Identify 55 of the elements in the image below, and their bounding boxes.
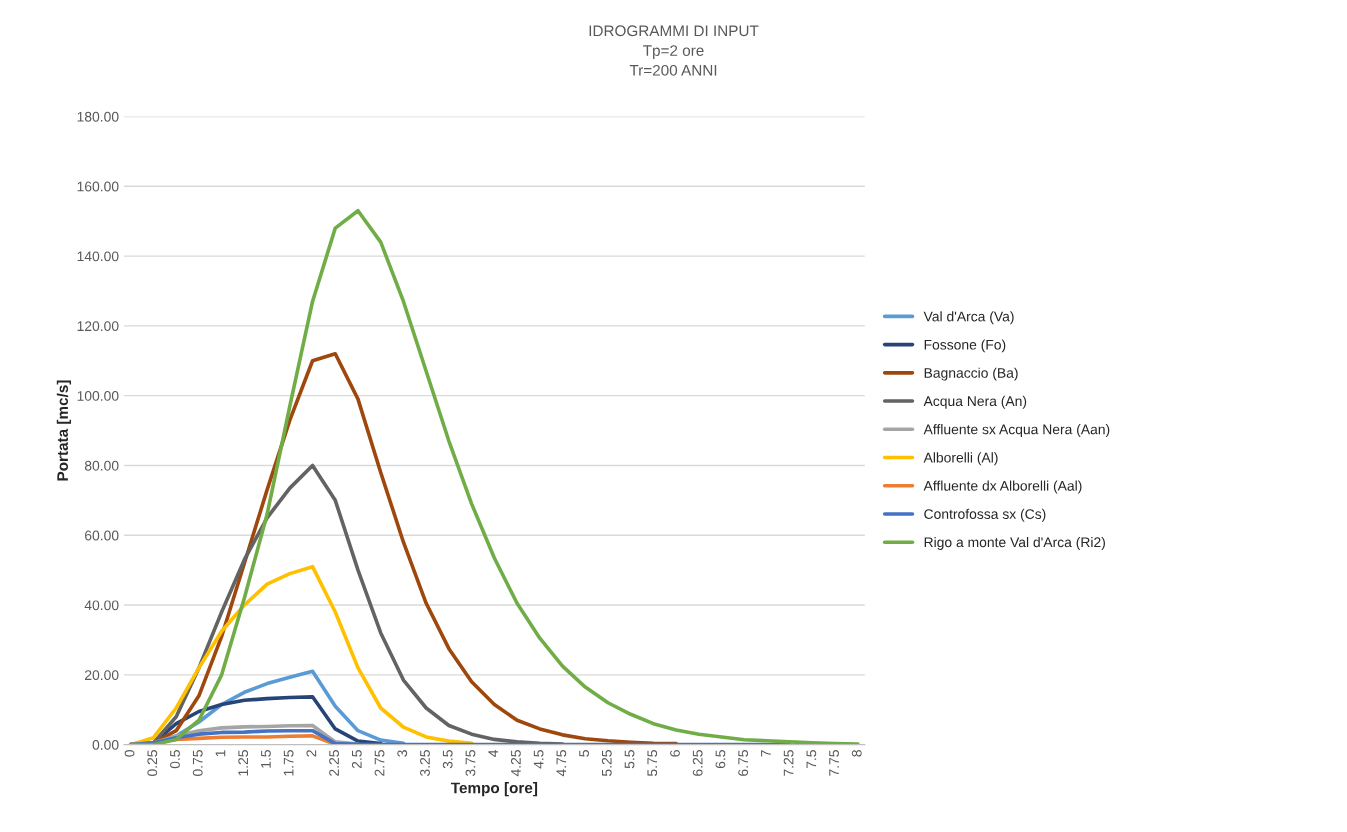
legend-label: Acqua Nera (An) [923, 395, 1027, 409]
x-tick-label: 2.5 [351, 750, 362, 769]
y-tick-label: 140.00 [77, 251, 119, 262]
x-tick-label: 6.75 [738, 750, 749, 776]
x-tick-label: 5.25 [601, 750, 612, 776]
x-tick-label: 7.25 [783, 750, 794, 776]
y-tick-label: 80.00 [84, 460, 119, 471]
x-tick-label: 0 [124, 750, 135, 757]
x-tick-label: 3.5 [442, 750, 453, 769]
y-tick-label: 180.00 [77, 111, 119, 122]
x-axis-title: Tempo [ore] [450, 782, 538, 797]
x-tick-label: 6 [670, 750, 680, 757]
legend-label: Val d'Arca (Va) [923, 311, 1014, 325]
y-tick-label: 160.00 [77, 181, 119, 192]
x-tick-label: 2.75 [374, 750, 385, 776]
y-axis-title: Portata [mc/s] [56, 380, 72, 481]
x-tick-label: 6.5 [715, 750, 726, 769]
legend-label: Bagnaccio (Ba) [924, 367, 1018, 381]
x-tick-label: 5.5 [624, 750, 635, 769]
x-tick-label: 7 [761, 750, 771, 757]
x-tick-label: 0.25 [147, 750, 158, 776]
y-tick-label: 120.00 [77, 321, 119, 332]
y-tick-label: 0.00 [92, 739, 119, 750]
legend-label: Affluente sx Acqua Nera (Aan) [923, 424, 1110, 438]
x-tick-label: 6.25 [692, 750, 703, 776]
chart-title: IDROGRAMMI DI INPUT Tp=2 ore Tr=200 ANNI [589, 25, 759, 76]
x-tick-label: 7.5 [806, 750, 817, 769]
x-tick-label: 0.5 [170, 750, 180, 769]
x-tick-label: 1.25 [238, 750, 249, 776]
y-tick-label: 60.00 [85, 530, 119, 541]
x-tick-label: 1.5 [261, 750, 271, 768]
x-tick-label: 5 [579, 750, 589, 757]
x-tick-label: 4 [488, 749, 498, 757]
x-tick-label: 5.75 [647, 750, 658, 776]
y-tick-label: 20.00 [85, 670, 119, 681]
x-tick-label: 4.5 [533, 750, 544, 769]
legend-label: Rigo a monte Val d'Arca (Ri2) [924, 536, 1105, 550]
legend-label: Fossone (Fo) [924, 339, 1006, 353]
y-tick-label: 100.00 [77, 391, 119, 401]
legend-label: Controfossa sx (Cs) [924, 508, 1046, 522]
x-tick-label: 2.25 [329, 750, 339, 776]
x-tick-label: 7.75 [829, 750, 839, 776]
legend-label: Alborelli (Al) [923, 452, 998, 466]
x-tick-label: 2 [306, 750, 317, 757]
x-tick-label: 4.25 [510, 750, 521, 777]
x-tick-label: 8 [851, 750, 862, 757]
x-tick-label: 3.25 [420, 750, 430, 776]
x-tick-label: 3 [397, 750, 408, 757]
x-tick-label: 1 [215, 750, 226, 757]
x-tick-label: 3.75 [465, 750, 476, 776]
x-tick-label: 1.75 [283, 750, 294, 776]
legend-label: Affluente dx Alborelli (Aal) [923, 480, 1082, 494]
y-tick-label: 40.00 [84, 600, 119, 611]
x-tick-label: 0.75 [192, 750, 203, 776]
x-tick-label: 4.75 [556, 750, 567, 777]
